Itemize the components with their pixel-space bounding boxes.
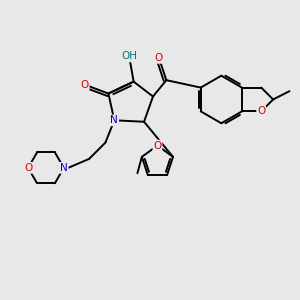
Text: O: O — [80, 80, 89, 90]
Text: N: N — [110, 115, 118, 125]
Text: OH: OH — [121, 51, 137, 62]
Text: O: O — [153, 140, 162, 151]
Text: O: O — [257, 106, 266, 116]
Text: N: N — [60, 163, 68, 173]
Text: O: O — [24, 163, 32, 173]
Text: O: O — [155, 53, 163, 63]
